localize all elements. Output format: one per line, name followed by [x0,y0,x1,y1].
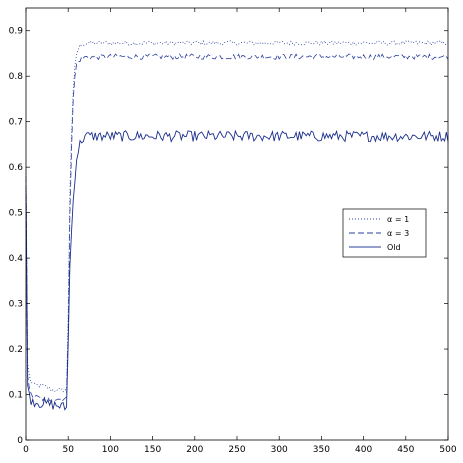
x-tick-label: 350 [313,445,330,455]
legend-label-2: α = 3 [387,229,409,238]
x-tick-label: 450 [397,445,414,455]
series-layer [25,39,449,411]
axes-layer: 0 50 100 150 200 250 300 350 400 450 500 0 0.1 0.2 0.3… [9,7,457,455]
y-tick-label: 0.1 [9,391,23,401]
y-tick-label: 0.9 [9,27,24,37]
y-tick-label: 0.5 [9,209,23,219]
y-tick-label: 0.3 [9,300,23,310]
x-tick-label: 200 [186,445,203,455]
x-tick-label: 150 [144,445,161,455]
legend-box [342,208,427,258]
legend-label-3: Old [387,243,401,252]
y-tick-label: 0.6 [9,163,24,173]
legend: α = 1 α = 3 Old [342,208,427,258]
x-tick-label: 50 [62,445,74,455]
x-tick-label: 500 [439,445,456,455]
series-line-3 [25,129,449,411]
y-tick-label: 0.2 [9,345,23,355]
x-tick-label: 100 [102,445,119,455]
x-tick-label: 400 [355,445,372,455]
x-tick-label: 250 [228,445,245,455]
y-tick-label: 0.4 [9,254,24,264]
series-line-2 [25,52,449,403]
legend-label-1: α = 1 [387,215,409,224]
y-tick-label: 0.7 [9,118,23,128]
x-tick-label: 300 [271,445,288,455]
y-tick-label: 0.8 [9,72,24,82]
y-tick-label: 0 [17,436,23,446]
x-tick-label: 0 [23,445,29,455]
